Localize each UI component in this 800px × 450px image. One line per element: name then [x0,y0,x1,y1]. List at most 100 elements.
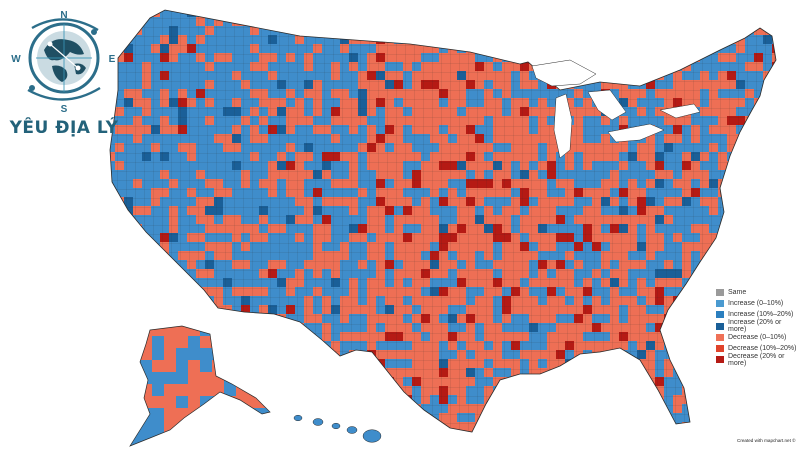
county-cell [763,161,772,170]
county-cell [358,377,367,386]
county-cell [115,242,124,251]
county-cell [718,233,727,242]
county-cell [628,377,637,386]
county-cell [718,386,736,395]
county-cell [295,386,313,395]
county-cell [592,404,601,413]
county-cell [664,62,673,71]
county-cell [223,332,241,341]
county-cell [188,348,200,360]
county-cell [236,432,248,444]
county-cell [664,332,673,341]
county-cell [232,314,250,323]
county-cell [124,332,142,341]
county-cell [781,44,790,53]
county-cell [124,341,133,350]
county-cell [304,395,313,404]
county-cell [250,422,259,431]
county-cell [745,197,754,206]
county-cell [637,26,646,35]
county-cell [736,269,754,278]
county-cell [196,431,205,432]
county-cell [547,17,565,26]
county-cell [214,323,232,332]
county-cell [637,386,655,395]
county-cell [110,341,124,350]
county-cell [304,26,322,35]
county-cell [151,296,160,305]
county-cell [700,305,709,314]
county-cell [176,396,188,408]
county-cell [745,188,754,197]
county-cell [601,44,610,53]
county-cell [592,413,601,422]
county-cell [394,10,403,17]
county-cell [709,10,718,17]
county-cell [367,413,376,422]
county-cell [313,26,331,35]
county-cell [736,152,754,161]
county-cell [152,396,164,408]
county-cell [547,404,556,413]
county-cell [763,215,772,224]
county-cell [277,368,295,377]
county-cell [655,413,664,422]
county-cell [349,26,367,35]
county-cell [304,10,313,17]
county-cell [367,395,385,404]
county-cell [110,395,124,404]
county-cell [529,44,538,53]
county-cell [754,17,772,26]
county-cell [574,386,583,395]
county-cell [367,359,376,368]
county-cell [376,368,385,377]
county-cell [224,360,236,372]
county-cell [601,377,610,386]
county-cell [248,444,260,446]
county-cell [547,431,556,432]
county-cell [556,53,565,62]
county-cell [241,368,250,377]
county-cell [619,413,628,422]
county-cell [610,359,619,368]
county-cell [556,431,574,432]
county-cell [188,326,200,336]
county-cell [322,350,331,359]
county-cell [754,134,763,143]
county-cell [781,269,790,278]
legend-item-decrease-20-plus: Decrease (20% or more) [716,353,800,367]
county-cell [439,35,448,44]
county-cell [565,431,574,432]
county-cell [772,404,776,413]
legend-label: Same [728,289,747,297]
hawaii [293,414,382,443]
county-cell [592,359,601,368]
county-cell [304,422,313,431]
county-cell [176,372,188,384]
county-cell [754,10,763,17]
county-cell [565,35,583,44]
county-cell [260,336,270,348]
county-cell [349,359,358,368]
county-cell [394,26,403,35]
county-cell [151,278,160,287]
county-cell [403,431,412,432]
county-cell [538,422,547,431]
county-cell [502,26,511,35]
county-cell [574,395,583,404]
county-cell [538,35,547,44]
county-cell [718,395,727,404]
county-cell [745,161,754,170]
county-cell [619,10,628,17]
county-cell [781,224,799,233]
logo-text: YÊU ĐỊA LÝ [9,118,119,138]
county-cell [130,384,140,396]
county-cell [475,431,493,432]
county-cell [268,17,277,26]
county-cell [529,10,538,17]
county-cell [601,71,619,80]
county-cell [682,314,691,323]
county-cell [502,35,520,44]
county-cell [124,17,142,26]
county-cell [727,215,745,224]
